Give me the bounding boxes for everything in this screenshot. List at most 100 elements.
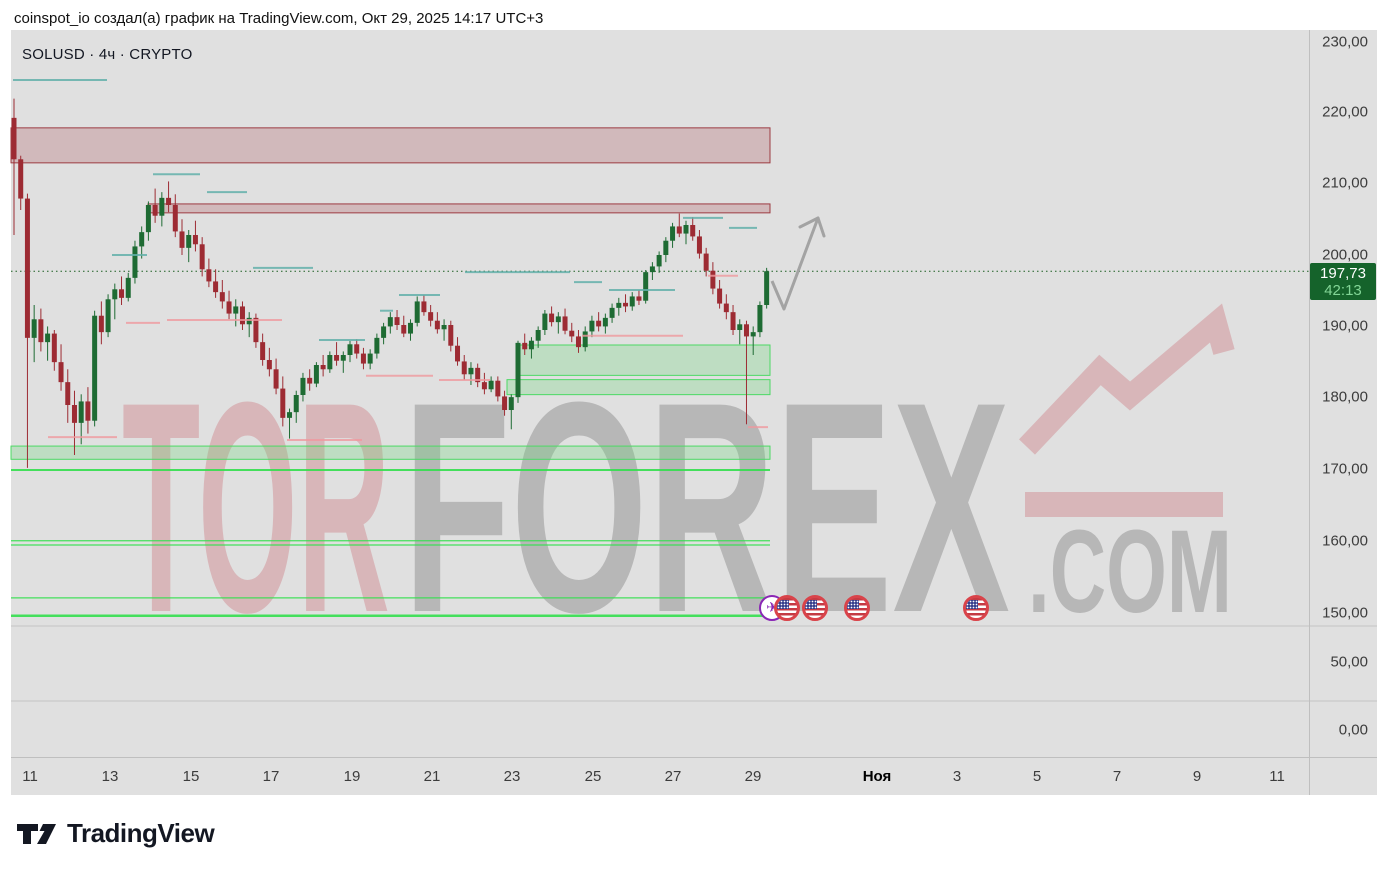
candle-body xyxy=(58,362,64,383)
watermark-text-tor: TOR xyxy=(122,339,390,675)
candle-body xyxy=(743,324,749,337)
candle-body xyxy=(535,330,541,341)
candle-body xyxy=(293,395,299,413)
us-economic-event-icon[interactable] xyxy=(963,595,989,621)
time-axis-label: 5 xyxy=(1032,768,1042,785)
candle-body xyxy=(51,333,57,363)
time-axis-label: 11 xyxy=(1269,768,1285,785)
candle-body xyxy=(757,305,763,333)
candle-body xyxy=(98,315,104,333)
projection-arrow-head xyxy=(798,216,820,229)
candle-body xyxy=(374,337,380,354)
candle-body xyxy=(394,317,400,326)
price-axis-label: 160,00 xyxy=(1322,532,1368,550)
candle-body xyxy=(710,270,716,289)
us-economic-event-icon[interactable] xyxy=(802,595,828,621)
green-supply-demand-zone[interactable] xyxy=(506,379,771,396)
candle-body xyxy=(246,317,252,325)
candle-body xyxy=(340,355,346,361)
us-economic-event-icon[interactable] xyxy=(774,595,800,621)
tradingview-logo-icon xyxy=(17,823,56,844)
candle-body xyxy=(166,197,172,205)
red-supply-demand-zone[interactable] xyxy=(147,203,771,214)
price-axis-label: 200,00 xyxy=(1322,246,1368,264)
candle-body xyxy=(602,317,608,327)
green-supply-demand-zone[interactable] xyxy=(10,445,771,460)
price-axis-label: 210,00 xyxy=(1322,174,1368,192)
price-axis-label: 230,00 xyxy=(1322,33,1368,51)
candle-body xyxy=(132,246,138,278)
candle-body xyxy=(213,281,219,293)
green-supply-demand-zone[interactable] xyxy=(515,344,771,376)
candle-body xyxy=(696,236,702,254)
projection-arrow-head xyxy=(816,216,826,238)
candle-body xyxy=(125,277,131,298)
candle-body xyxy=(38,319,44,343)
candle-body xyxy=(320,365,326,370)
candle-body xyxy=(334,355,340,361)
chart-background xyxy=(11,30,1377,795)
candle-body xyxy=(434,320,440,330)
candle-body xyxy=(481,382,487,390)
candle-body xyxy=(381,326,387,338)
candle-body xyxy=(488,380,494,390)
candle-body xyxy=(670,226,676,241)
price-axis-label: 180,00 xyxy=(1322,388,1368,406)
candle-body xyxy=(31,319,37,338)
time-axis-label: 11 xyxy=(22,768,38,785)
candle-body xyxy=(717,288,723,304)
candle-body xyxy=(455,345,461,362)
candle-body xyxy=(508,397,514,411)
candle-body xyxy=(92,315,98,421)
red-supply-demand-zone[interactable] xyxy=(10,127,771,164)
candle-body xyxy=(112,289,118,300)
candle-body xyxy=(407,322,413,334)
candle-body xyxy=(280,388,286,418)
candle-body xyxy=(461,361,467,375)
time-axis-label: 17 xyxy=(262,768,280,785)
candle-body xyxy=(690,224,696,237)
last-price-badge: 197,73 42:13 xyxy=(1310,263,1376,300)
watermark-text-com: .COM xyxy=(1028,506,1232,638)
candle-body xyxy=(515,342,521,398)
price-axis-label: 220,00 xyxy=(1322,103,1368,121)
candle-body xyxy=(730,312,736,331)
candle-body xyxy=(287,412,293,418)
time-axis-label: 27 xyxy=(664,768,682,785)
time-axis-label: 13 xyxy=(101,768,119,785)
candle-body xyxy=(562,316,568,331)
projection-arrow[interactable] xyxy=(770,217,820,311)
candle-body xyxy=(414,301,420,323)
candle-body xyxy=(260,342,266,361)
tradingview-logo[interactable]: TradingView xyxy=(16,818,215,849)
candle-body xyxy=(300,377,306,396)
candle-body xyxy=(750,332,756,337)
candle-body xyxy=(589,320,595,332)
candle-body xyxy=(172,204,178,232)
time-axis-label: 29 xyxy=(744,768,762,785)
candle-body xyxy=(179,231,185,248)
candle-body xyxy=(582,331,588,348)
candle-body xyxy=(253,317,259,343)
candle-body xyxy=(676,226,682,234)
bar-countdown: 42:13 xyxy=(1324,281,1362,299)
candle-body xyxy=(233,306,239,314)
time-axis-label: Ноя xyxy=(862,768,892,785)
price-axis-label: 170,00 xyxy=(1322,460,1368,478)
candle-body xyxy=(629,296,635,307)
candle-body xyxy=(495,380,501,397)
us-economic-event-icon[interactable] xyxy=(844,595,870,621)
last-price-value: 197,73 xyxy=(1320,264,1366,282)
candle-body xyxy=(448,325,454,346)
candle-body xyxy=(313,365,319,384)
candle-body xyxy=(192,234,198,245)
candle-body xyxy=(401,325,407,334)
time-axis-label: 15 xyxy=(182,768,200,785)
price-axis-label: 0,00 xyxy=(1338,721,1368,739)
candle-body xyxy=(360,353,366,364)
candle-body xyxy=(569,330,575,337)
candle-body xyxy=(219,292,225,302)
candle-body xyxy=(18,159,24,199)
time-axis-label: 25 xyxy=(584,768,602,785)
